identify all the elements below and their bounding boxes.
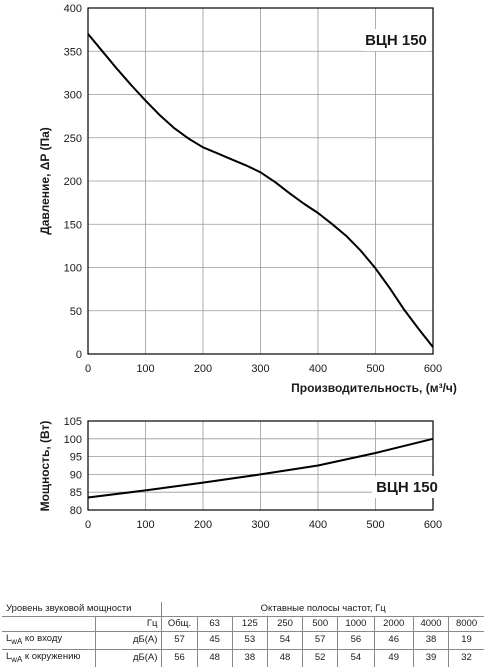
w-x-tick-label: 200 <box>194 519 212 531</box>
table-cell: 48 <box>266 648 304 667</box>
power-model-label-bg <box>372 476 442 498</box>
pressure-y-axis-label: Давление, ΔP (Па) <box>38 127 52 235</box>
w-x-tick-label: 400 <box>309 519 327 531</box>
table-cell: 49 <box>373 648 414 667</box>
w-y-tick-label: 100 <box>64 434 82 446</box>
table-cell: 57 <box>302 631 339 650</box>
pressure-model-label-bg <box>364 29 428 51</box>
p-y-tick-label: 0 <box>76 349 82 361</box>
performance-charts: 0 100 200 300 400 500 600 0 50 100 150 200 250 300 350… <box>38 3 457 531</box>
sound-table-title: Уровень звуковой мощности <box>2 602 163 617</box>
table-cell: 54 <box>266 631 304 650</box>
freq-500: 500 <box>302 616 339 632</box>
table-cell: 38 <box>231 648 268 667</box>
w-x-tick-label: 600 <box>424 519 442 531</box>
freq-4000: 4000 <box>412 616 450 632</box>
freq-125: 125 <box>231 616 268 632</box>
pressure-model-label: ВЦН 150 <box>365 32 427 49</box>
freq-1000: 1000 <box>337 616 375 632</box>
table-header-row: Уровень звуковой мощности Октавные полос… <box>2 602 484 617</box>
p-x-tick-label: 200 <box>194 363 212 375</box>
freq-8000: 8000 <box>448 616 484 632</box>
w-y-tick-label: 95 <box>70 452 82 464</box>
p-x-tick-label: 0 <box>85 363 91 375</box>
p-y-tick-label: 400 <box>64 3 82 15</box>
p-x-tick-label: 600 <box>424 363 442 375</box>
power-chart: 0 100 200 300 400 500 600 80 85 90 95 100 105 ВЦН 15… <box>38 416 442 531</box>
p-curve <box>87 33 434 348</box>
unit-ambient: дБ(А) <box>95 648 163 667</box>
octave-bands-header: Октавные полосы частот, Гц <box>161 602 484 617</box>
table-cell: 46 <box>373 631 414 650</box>
pressure-x-axis-label: Производительность, (м³/ч) <box>291 381 457 395</box>
table-cell: 39 <box>412 648 450 667</box>
p-y-tick-label: 250 <box>64 133 82 145</box>
table-cell: 19 <box>448 631 484 650</box>
p-y-tick-label: 100 <box>64 263 82 275</box>
table-row-ambient: LwA к окружению дБ(А) 56 48 38 48 52 54 … <box>2 648 484 667</box>
table-cell: 45 <box>196 631 233 650</box>
p-x-tick-label: 100 <box>136 363 154 375</box>
power-tick-labels: 0 100 200 300 400 500 600 80 85 90 95 100 105 <box>64 416 443 531</box>
w-y-tick-label: 80 <box>70 505 82 517</box>
total-ambient: 56 <box>161 648 198 667</box>
empty-cell <box>2 616 97 632</box>
p-y-tick-label: 200 <box>64 176 82 188</box>
w-curve <box>87 437 434 499</box>
power-y-axis-label: Мощность, (Вт) <box>38 421 52 512</box>
pressure-chart: 0 100 200 300 400 500 600 0 50 100 150 200 250 300 350… <box>38 3 457 395</box>
table-row-inlet: LwA ко входу дБ(А) 57 45 53 54 57 56 46 … <box>2 631 484 650</box>
p-y-tick-label: 300 <box>64 90 82 102</box>
total-inlet: 57 <box>161 631 198 650</box>
p-y-tick-label: 50 <box>70 306 82 318</box>
w-x-tick-label: 300 <box>251 519 269 531</box>
w-x-tick-label: 0 <box>85 519 91 531</box>
pressure-plot-frame <box>87 7 434 355</box>
w-x-tick-label: 100 <box>136 519 154 531</box>
p-x-tick-label: 300 <box>251 363 269 375</box>
p-x-tick-label: 400 <box>309 363 327 375</box>
p-y-tick-label: 150 <box>64 219 82 231</box>
pressure-grid <box>87 7 434 355</box>
pressure-tick-labels: 0 100 200 300 400 500 600 0 50 100 150 200 250 300 350… <box>64 3 443 375</box>
table-cell: 32 <box>448 648 484 667</box>
frequency-row: Гц Общ. 63 125 250 500 1000 2000 4000 80… <box>2 616 484 632</box>
row-label-inlet: LwA ко входу <box>2 631 97 650</box>
power-plot-frame <box>87 420 434 511</box>
table-cell: 38 <box>412 631 450 650</box>
freq-63: 63 <box>196 616 233 632</box>
row-label-ambient: LwA к окружению <box>2 648 97 667</box>
w-y-tick-label: 85 <box>70 487 82 499</box>
power-series <box>87 437 434 499</box>
unit-inlet: дБ(А) <box>95 631 163 650</box>
hz-label: Гц <box>95 616 163 632</box>
freq-250: 250 <box>266 616 304 632</box>
table-cell: 52 <box>302 648 339 667</box>
w-x-tick-label: 500 <box>366 519 384 531</box>
sound-power-table: Уровень звуковой мощности Октавные полос… <box>2 602 484 667</box>
w-y-tick-label: 90 <box>70 469 82 481</box>
pressure-series <box>87 33 434 348</box>
p-x-tick-label: 500 <box>366 363 384 375</box>
table-cell: 56 <box>337 631 375 650</box>
total-header: Общ. <box>161 616 198 632</box>
w-y-tick-label: 105 <box>64 416 82 428</box>
p-y-tick-label: 350 <box>64 46 82 58</box>
table-cell: 53 <box>231 631 268 650</box>
table-cell: 54 <box>337 648 375 667</box>
power-model-label: ВЦН 150 <box>376 479 438 496</box>
freq-2000: 2000 <box>373 616 414 632</box>
table-cell: 48 <box>196 648 233 667</box>
